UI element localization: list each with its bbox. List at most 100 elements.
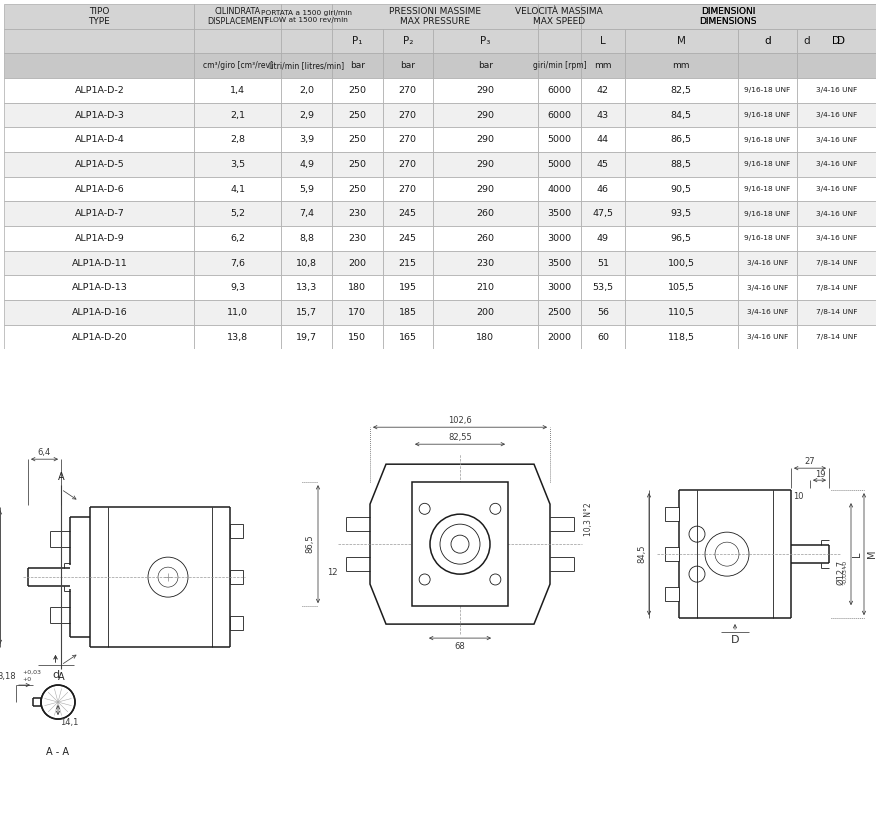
Text: 8,8: 8,8 <box>299 234 314 242</box>
Bar <box>332 300 383 325</box>
Text: 9/16-18 UNF: 9/16-18 UNF <box>744 210 790 217</box>
Text: ALP1A-D-5: ALP1A-D-5 <box>75 160 124 169</box>
Text: 53,5: 53,5 <box>592 284 613 292</box>
Text: 3500: 3500 <box>547 259 571 267</box>
Bar <box>4 201 194 226</box>
Bar <box>194 4 282 29</box>
Text: bar: bar <box>349 62 364 70</box>
Bar <box>332 53 383 78</box>
Bar <box>538 300 581 325</box>
Bar <box>383 127 433 152</box>
Text: 180: 180 <box>348 284 366 292</box>
Text: 3/4-16 UNF: 3/4-16 UNF <box>747 284 788 291</box>
Bar <box>4 275 194 300</box>
Text: 105,5: 105,5 <box>668 284 695 292</box>
Bar <box>433 103 538 127</box>
Text: 9/16-18 UNF: 9/16-18 UNF <box>744 112 790 118</box>
Bar <box>4 251 194 275</box>
Text: ALP1A-D-20: ALP1A-D-20 <box>71 333 128 341</box>
Bar <box>433 300 538 325</box>
Bar <box>4 300 194 325</box>
Bar <box>581 251 625 275</box>
Bar <box>282 152 332 177</box>
Bar <box>738 127 797 152</box>
Bar <box>797 78 876 103</box>
Bar <box>194 103 282 127</box>
Bar <box>625 29 738 53</box>
Text: 7/8-14 UNF: 7/8-14 UNF <box>816 284 857 291</box>
Text: 9/16-18 UNF: 9/16-18 UNF <box>744 235 790 242</box>
Text: 13,8: 13,8 <box>227 333 248 341</box>
Text: 1,4: 1,4 <box>231 86 246 95</box>
Text: A: A <box>58 672 64 682</box>
Text: 51: 51 <box>597 259 609 267</box>
Text: 10,8: 10,8 <box>297 259 317 267</box>
Text: 19: 19 <box>815 469 825 478</box>
Text: 2,0: 2,0 <box>299 86 314 95</box>
Text: 210: 210 <box>476 284 495 292</box>
Text: 250: 250 <box>348 136 366 144</box>
Bar <box>538 53 581 78</box>
Bar <box>194 78 282 103</box>
Bar <box>797 226 876 251</box>
Bar <box>332 4 538 29</box>
Text: 165: 165 <box>399 333 417 341</box>
Text: 68: 68 <box>455 642 466 650</box>
Bar <box>581 4 876 29</box>
Text: 4000: 4000 <box>547 185 571 193</box>
Text: +0,03: +0,03 <box>22 670 41 675</box>
Text: ALP1A-D-2: ALP1A-D-2 <box>75 86 124 95</box>
Bar <box>383 177 433 201</box>
Bar <box>625 325 738 349</box>
Bar <box>797 103 876 127</box>
Text: L: L <box>852 552 862 556</box>
Text: PRESSIONI MASSIME
MAX PRESSURE: PRESSIONI MASSIME MAX PRESSURE <box>389 7 480 26</box>
Text: 44: 44 <box>597 136 609 144</box>
Text: 3000: 3000 <box>547 284 571 292</box>
Text: DIMENSIONI
DIMENSIONS: DIMENSIONI DIMENSIONS <box>700 7 757 26</box>
Text: P₃: P₃ <box>480 36 490 46</box>
Text: 4,1: 4,1 <box>231 185 246 193</box>
Text: 290: 290 <box>476 86 495 95</box>
Text: 7,4: 7,4 <box>299 210 314 218</box>
Bar <box>538 103 581 127</box>
Text: 6000: 6000 <box>547 86 571 95</box>
Bar <box>581 300 625 325</box>
Bar <box>383 29 433 53</box>
Text: 110,5: 110,5 <box>668 308 695 316</box>
Text: d: d <box>764 36 771 46</box>
Bar <box>230 616 243 630</box>
Bar <box>332 103 383 127</box>
Text: 7/8-14 UNF: 7/8-14 UNF <box>816 260 857 266</box>
Bar <box>332 226 383 251</box>
Bar <box>4 127 194 152</box>
Text: 5000: 5000 <box>547 160 571 169</box>
Bar <box>625 152 738 177</box>
Bar <box>738 53 876 78</box>
Text: -0,03: -0,03 <box>842 568 847 584</box>
Bar <box>433 201 538 226</box>
Text: 3/4-16 UNF: 3/4-16 UNF <box>747 260 788 266</box>
Bar <box>383 78 433 103</box>
Text: 170: 170 <box>348 308 366 316</box>
Text: DIMENSIONI
DIMENSIONS: DIMENSIONI DIMENSIONS <box>700 7 757 26</box>
Text: 2000: 2000 <box>547 333 571 341</box>
Bar <box>332 325 383 349</box>
Bar <box>230 524 243 538</box>
Text: 93,5: 93,5 <box>671 210 692 218</box>
Bar <box>383 226 433 251</box>
Bar <box>665 547 679 561</box>
Text: 10: 10 <box>793 492 803 501</box>
Bar <box>581 226 625 251</box>
Text: 270: 270 <box>399 136 417 144</box>
Text: PORTATA a 1500 giri/min
FLOW at 1500 rev/min: PORTATA a 1500 giri/min FLOW at 1500 rev… <box>261 10 352 23</box>
Text: 3,18: 3,18 <box>0 672 16 681</box>
Bar <box>581 103 625 127</box>
Bar <box>738 275 797 300</box>
Bar <box>538 152 581 177</box>
Bar <box>538 78 581 103</box>
Text: d: d <box>52 670 59 680</box>
Bar <box>581 325 625 349</box>
Text: 88,5: 88,5 <box>671 160 692 169</box>
Text: 11,0: 11,0 <box>227 308 248 316</box>
